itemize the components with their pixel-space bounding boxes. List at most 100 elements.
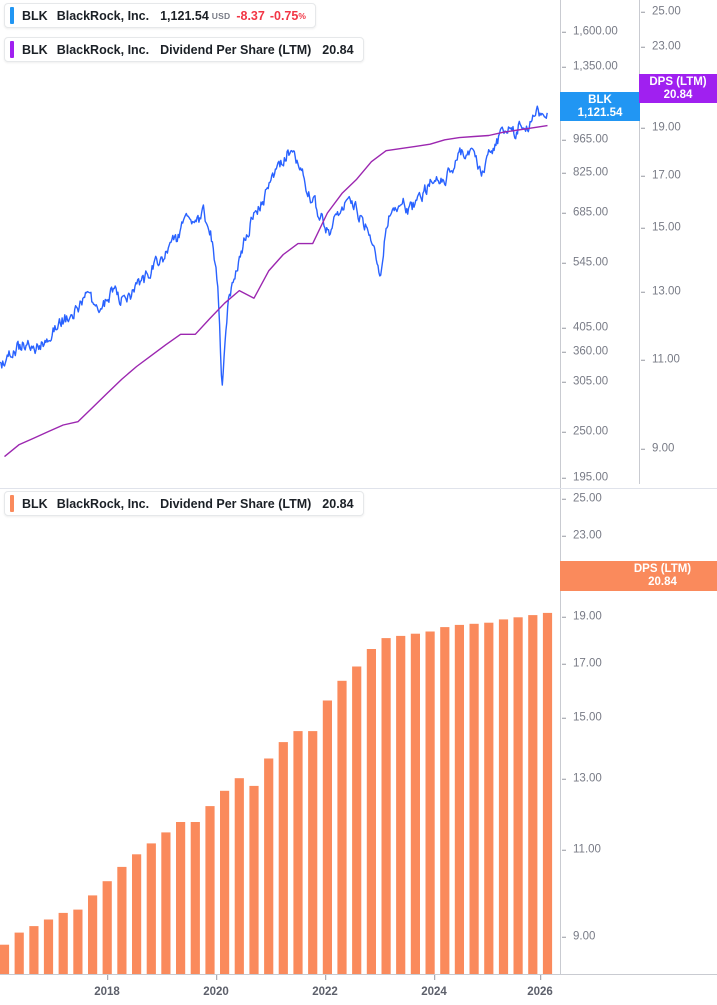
dps-bar[interactable] — [0, 944, 10, 974]
dps-badge-lower: DPS (LTM) 20.84 — [560, 561, 717, 591]
dps-badge-lower-label: DPS (LTM) — [633, 563, 692, 575]
legend-dps-ticker: BLK — [22, 42, 48, 57]
dps-bar[interactable] — [425, 631, 435, 975]
dps-axis-top[interactable]: 25.00 23.00 19.00 17.00 15.00 13.00 11.00 9.00 — [639, 0, 717, 484]
legend-dps-series[interactable]: BLK BlackRock, Inc. Dividend Per Share (… — [4, 37, 364, 62]
dps-bar[interactable] — [454, 624, 464, 974]
axis-tick-label: 17.00 — [640, 170, 681, 182]
axis-tick-label: 15.00 — [561, 712, 602, 724]
axis-tick-label: 9.00 — [640, 443, 674, 455]
legend-price-company: BlackRock, Inc. — [56, 8, 150, 23]
dps-bar[interactable] — [132, 854, 142, 974]
axis-tick-label: 19.00 — [640, 122, 681, 134]
dps-bar[interactable] — [88, 895, 98, 974]
dps-bar[interactable] — [264, 758, 274, 975]
legend-price-swatch — [10, 7, 14, 24]
dps-bar[interactable] — [352, 666, 362, 975]
axis-tick-label: 9.00 — [561, 931, 595, 943]
dps-bar[interactable] — [249, 785, 259, 974]
dps-bar[interactable] — [308, 731, 318, 974]
axis-tick-label: 545.00 — [561, 257, 608, 269]
dps-bar[interactable] — [146, 843, 156, 974]
dps-bar[interactable] — [381, 638, 391, 974]
dps-bar[interactable] — [542, 612, 553, 974]
dps-bar[interactable] — [484, 622, 494, 974]
dps-bar[interactable] — [43, 919, 54, 975]
axis-tick-label: 17.00 — [561, 658, 602, 670]
price-badge: BLK 1,121.54 — [560, 92, 640, 121]
price-line-series — [0, 105, 548, 386]
axis-tick-label: 1,350.00 — [561, 61, 618, 73]
dps-bar[interactable] — [498, 619, 509, 974]
dps-bar[interactable] — [73, 909, 83, 974]
time-axis[interactable]: 2018 2020 2022 2024 2026 — [0, 974, 717, 1005]
price-chart-panel[interactable] — [0, 0, 560, 488]
legend-dps-swatch — [10, 41, 14, 58]
price-axis[interactable]: 1,600.00 1,350.00 965.00 825.00 685.00 545.00… — [560, 0, 640, 488]
time-axis-tick: 2026 — [527, 975, 553, 998]
dps-bar-chart-svg[interactable] — [0, 489, 560, 974]
price-badge-ticker: BLK — [588, 94, 612, 106]
axis-tick-label: 23.00 — [561, 530, 602, 542]
legend-dps-value: 20.84 — [322, 42, 354, 57]
price-badge-value: 1,121.54 — [577, 107, 623, 119]
dps-bar[interactable] — [117, 866, 127, 974]
axis-tick-label: 360.00 — [561, 346, 608, 358]
dps-bar[interactable] — [410, 633, 420, 974]
dps-bar[interactable] — [220, 790, 230, 974]
dps-bar[interactable] — [29, 926, 39, 974]
dps-bar[interactable] — [190, 822, 200, 974]
dps-line-series — [4, 124, 548, 458]
dps-bar[interactable] — [513, 617, 523, 974]
axis-tick-label: 15.00 — [640, 222, 681, 234]
legend-price-pct-sign: % — [298, 10, 306, 21]
legend-price-change: -8.37 — [236, 8, 265, 23]
dps-badge-top-label: DPS (LTM) — [649, 76, 707, 88]
dps-badge-lower-value: 20.84 — [648, 576, 677, 588]
dps-bar-chart-panel[interactable] — [0, 489, 560, 974]
dps-bar[interactable] — [234, 778, 244, 974]
time-axis-tick: 2024 — [421, 975, 447, 998]
dps-bar[interactable] — [396, 635, 406, 974]
legend-price-series[interactable]: BLK BlackRock, Inc. 1,121.54 USD -8.37 -… — [4, 3, 316, 28]
axis-tick-label: 23.00 — [640, 41, 681, 53]
dps-bar[interactable] — [176, 822, 186, 974]
legend-dps-lower-metric: Dividend Per Share (LTM) — [160, 496, 312, 511]
legend-price-ticker: BLK — [22, 8, 48, 23]
dps-bar[interactable] — [293, 731, 303, 974]
axis-tick-label: 19.00 — [561, 611, 602, 623]
dps-bar[interactable] — [337, 680, 347, 974]
axis-tick-label: 1,600.00 — [561, 26, 618, 38]
legend-price-value: 1,121.54 — [160, 8, 209, 23]
time-axis-tick: 2022 — [312, 975, 338, 998]
axis-tick-label: 11.00 — [561, 844, 601, 856]
price-chart-svg[interactable] — [0, 0, 560, 488]
dps-bar[interactable] — [58, 912, 68, 974]
dps-badge-top-value: 20.84 — [663, 89, 693, 101]
axis-tick-label: 965.00 — [561, 134, 608, 146]
axis-tick-label: 13.00 — [561, 773, 602, 785]
axis-tick-label: 195.00 — [561, 472, 608, 484]
panel-divider — [0, 488, 717, 489]
dps-bar[interactable] — [440, 627, 450, 974]
dps-bar[interactable] — [14, 932, 24, 974]
axis-tick-label: 25.00 — [561, 493, 602, 505]
dps-bar[interactable] — [366, 649, 376, 974]
legend-price-change-pct: -0.75 — [269, 8, 299, 23]
dps-bar[interactable] — [205, 806, 215, 974]
dps-bar[interactable] — [102, 881, 112, 974]
dps-bar[interactable] — [161, 832, 171, 974]
legend-price-currency: USD — [211, 10, 231, 21]
dps-bar[interactable] — [469, 623, 479, 974]
legend-dps-lower-swatch — [10, 495, 14, 512]
dps-badge-top: DPS (LTM) 20.84 — [639, 74, 717, 103]
dps-bar[interactable] — [528, 615, 538, 974]
legend-dps-lower[interactable]: BLK BlackRock, Inc. Dividend Per Share (… — [4, 491, 364, 516]
axis-tick-label: 13.00 — [640, 286, 681, 298]
axis-tick-label: 250.00 — [561, 426, 608, 438]
dps-bar[interactable] — [278, 742, 288, 974]
dps-bar[interactable] — [322, 700, 332, 975]
axis-tick-label: 405.00 — [561, 322, 608, 334]
axis-tick-label: 25.00 — [640, 6, 681, 18]
